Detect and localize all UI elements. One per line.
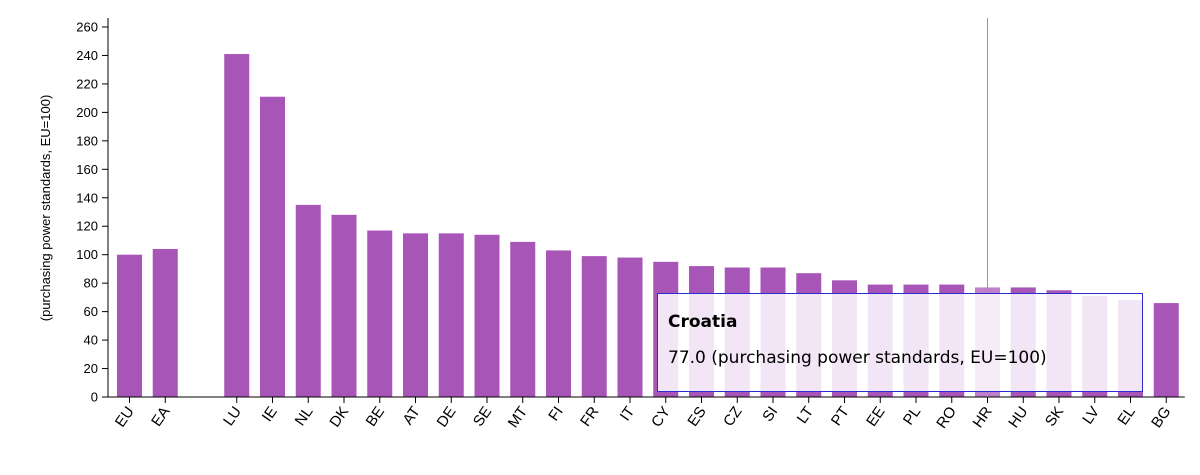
y-tick-label: 120 — [76, 219, 98, 234]
x-tick-label: LT — [794, 404, 817, 427]
bar-fi[interactable] — [546, 250, 571, 397]
y-tick-label: 0 — [91, 390, 98, 405]
x-tick-label: LV — [1079, 404, 1103, 428]
y-axis-label: (purchasing power standards, EU=100) — [38, 95, 53, 322]
bar-ea[interactable] — [152, 249, 178, 397]
bar-dk[interactable] — [331, 214, 357, 397]
y-tick-label: 60 — [84, 304, 98, 319]
y-tick-label: 240 — [76, 48, 98, 63]
y-tick-label: 80 — [84, 276, 98, 291]
y-tick-label: 180 — [76, 133, 98, 148]
x-tick-label: SI — [759, 404, 781, 425]
bar-lu[interactable] — [224, 54, 250, 398]
x-tick-label: BE — [363, 404, 388, 430]
x-tick-label: SE — [470, 404, 495, 430]
bar-se[interactable] — [474, 234, 500, 397]
bar-at[interactable] — [403, 233, 428, 397]
y-tick-label: 20 — [84, 361, 98, 376]
bar-nl[interactable] — [295, 204, 321, 397]
y-tick-label: 260 — [76, 20, 98, 35]
x-tick-label: PT — [828, 404, 853, 429]
x-axis: EU EA LU IE NL DK BE AT DE SE MT FI FR IT CY ES CZ SI LT PT… — [108, 396, 1185, 432]
y-tick-label: 40 — [84, 333, 98, 348]
x-tick-label: PL — [900, 404, 924, 429]
bar-fr[interactable] — [581, 256, 607, 397]
x-tick-label: FR — [577, 403, 602, 429]
x-tick-label: EA — [148, 404, 173, 430]
x-tick-label: CY — [648, 404, 674, 431]
x-tick-label: IT — [617, 404, 639, 425]
tooltip-title: Croatia — [668, 312, 738, 332]
y-tick-label: 140 — [76, 190, 98, 205]
x-tick-label: BG — [1148, 404, 1174, 432]
y-axis: 0 20 40 60 80 100 120 140 160 180 200 220 240 260 — [76, 18, 109, 405]
tooltip: Croatia 77.0 (purchasing power standards… — [657, 293, 1143, 392]
tooltip-value: 77.0 (purchasing power standards, EU=100… — [668, 348, 1047, 368]
x-tick-label: HU — [1005, 404, 1031, 432]
x-tick-label: ES — [684, 404, 709, 430]
y-tick-label: 100 — [76, 247, 98, 262]
bar-ie[interactable] — [260, 96, 285, 397]
x-tick-label: LU — [220, 404, 245, 429]
x-tick-label: DE — [434, 404, 460, 431]
x-tick-label: AT — [399, 404, 423, 429]
x-tick-label: NL — [292, 404, 317, 429]
x-tick-label: FI — [545, 404, 567, 425]
bar-it[interactable] — [617, 257, 643, 397]
y-tick-label: 220 — [76, 76, 98, 91]
y-tick-label: 160 — [76, 162, 98, 177]
x-tick-label: HR — [969, 403, 995, 431]
x-tick-label: DK — [326, 404, 352, 431]
y-tick-label: 200 — [76, 105, 98, 120]
x-tick-label: EE — [863, 404, 888, 430]
bar-mt[interactable] — [510, 241, 536, 397]
x-tick-label: IE — [259, 404, 281, 425]
bar-bg[interactable] — [1153, 303, 1179, 397]
bar-be[interactable] — [367, 230, 393, 398]
x-tick-label: RO — [933, 404, 960, 432]
x-tick-label: CZ — [720, 404, 745, 430]
bar-de[interactable] — [438, 233, 464, 397]
x-tick-label: EL — [1114, 404, 1138, 429]
x-tick-label: SK — [1042, 404, 1067, 430]
x-tick-label: EU — [112, 404, 138, 431]
bar-eu[interactable] — [117, 254, 142, 397]
x-tick-label: MT — [505, 404, 531, 432]
